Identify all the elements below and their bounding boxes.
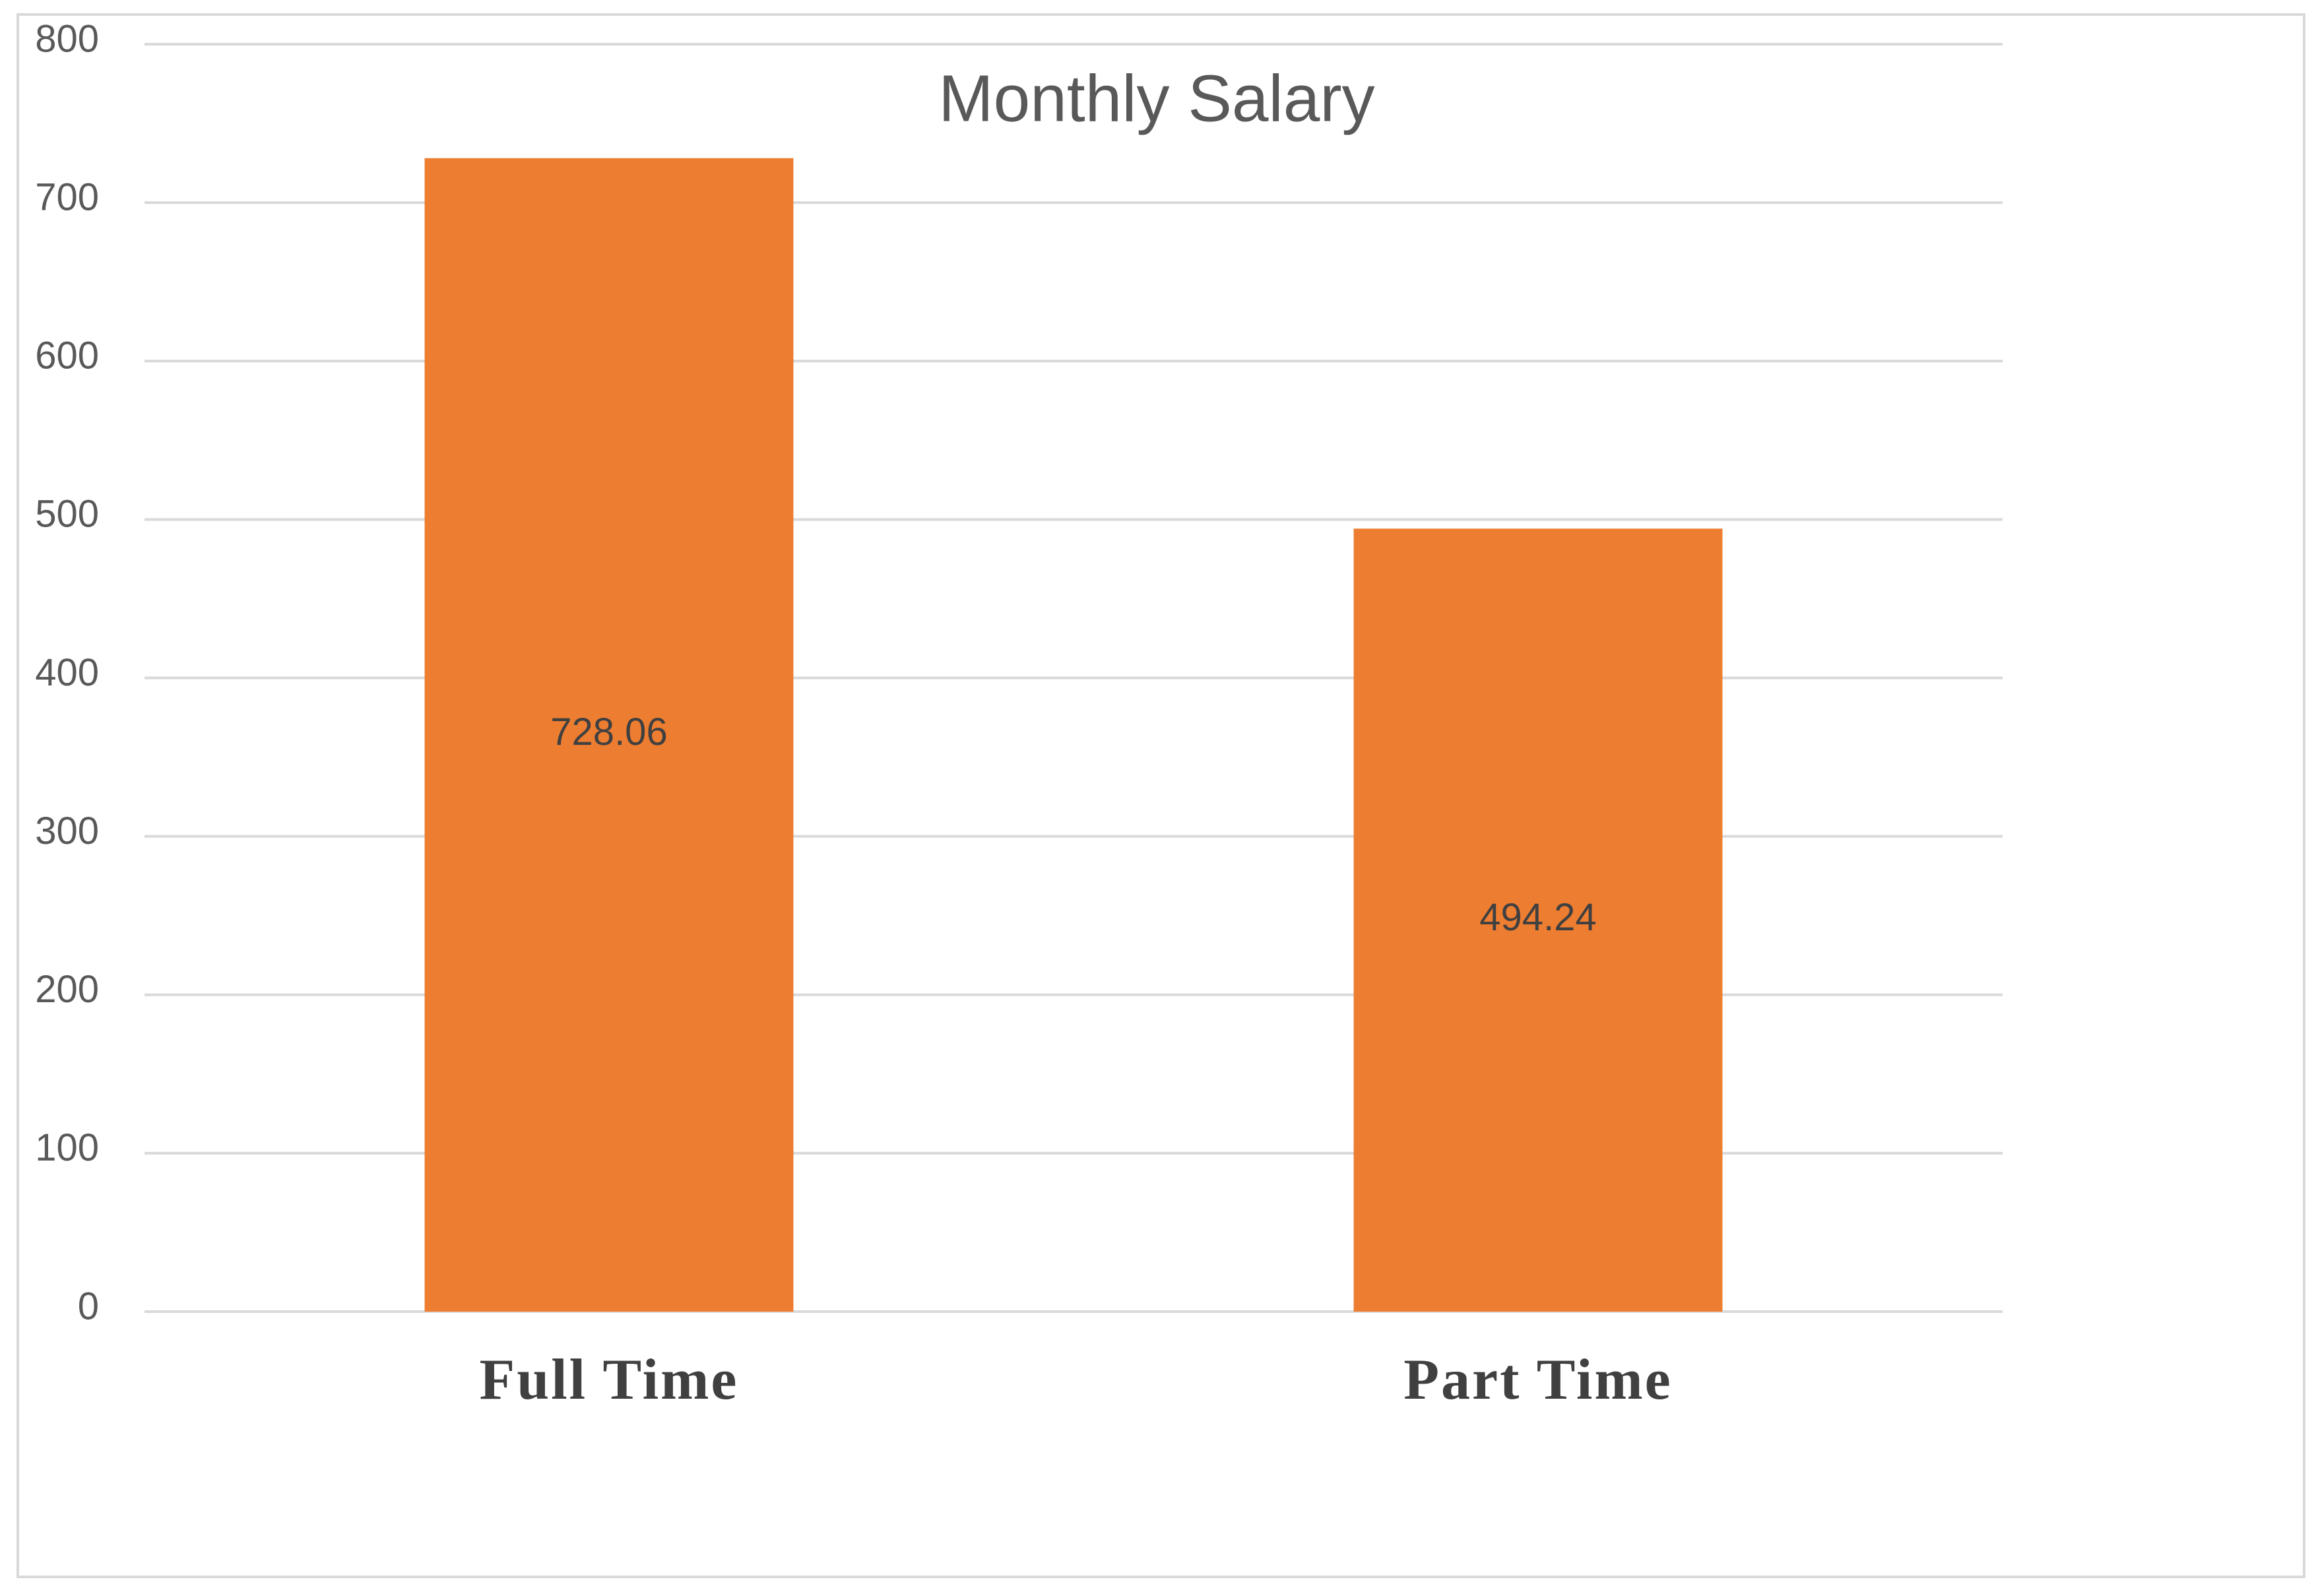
chart-border (16, 13, 2305, 1578)
x-tick-label: Full Time (480, 1348, 739, 1412)
bar (1353, 528, 1723, 1312)
y-tick-label: 100 (35, 1126, 99, 1169)
chart-title: Monthly Salary (938, 61, 1374, 135)
y-tick-label: 200 (35, 968, 99, 1011)
y-tick-label: 600 (35, 335, 99, 377)
y-tick-label: 500 (35, 493, 99, 536)
y-tick-label: 400 (35, 651, 99, 694)
data-label: 494.24 (1479, 896, 1596, 939)
y-tick-label: 800 (35, 17, 99, 60)
data-label: 728.06 (550, 711, 667, 753)
x-tick-label: Part Time (1403, 1348, 1672, 1412)
y-tick-label: 700 (35, 176, 99, 218)
y-tick-label: 0 (78, 1285, 99, 1327)
y-tick-label: 300 (35, 810, 99, 852)
bar (424, 158, 794, 1312)
